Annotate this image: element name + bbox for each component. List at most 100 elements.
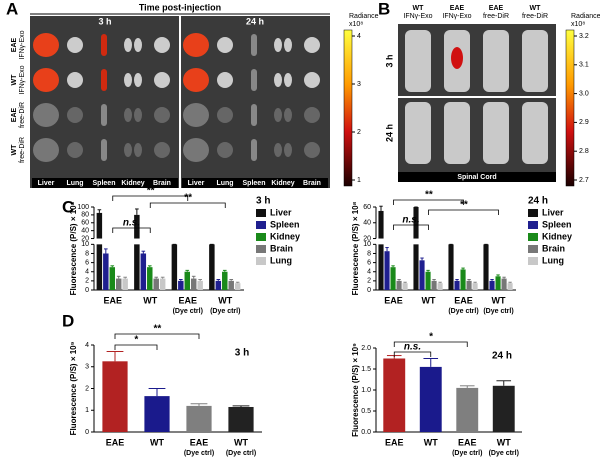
x-tick-label: WT — [424, 437, 438, 447]
organ — [124, 108, 132, 122]
y-tick-label: 0 — [85, 429, 89, 436]
significance-bracket — [149, 202, 226, 208]
x-tick-label: EAE — [454, 295, 473, 305]
x-tick-label: WT — [218, 295, 232, 305]
y-tick-label: 2 — [367, 278, 371, 285]
legend-swatch — [256, 245, 266, 253]
bar — [178, 280, 184, 290]
y-tick-label: 20 — [81, 235, 89, 242]
organ — [304, 72, 320, 88]
bar — [103, 253, 109, 290]
chart-title: 24 h — [528, 196, 548, 207]
colorbar-tick-label: 3 — [357, 81, 361, 88]
x-tick-sublabel: (Dye ctrl) — [483, 308, 513, 315]
bar — [215, 280, 222, 290]
organ — [33, 103, 59, 127]
bar — [383, 358, 406, 432]
column-label: WT — [530, 5, 542, 12]
organ — [251, 139, 257, 161]
x-tick-label: EAE — [103, 295, 122, 305]
y-tick-label: 60 — [81, 220, 89, 227]
organ — [183, 138, 209, 162]
significance-bracket — [393, 341, 468, 347]
column-label: WT — [413, 5, 425, 12]
spinal-cord — [483, 30, 509, 92]
spinal-cord — [405, 102, 431, 164]
bar — [209, 244, 215, 290]
y-tick-label: 40 — [81, 227, 89, 234]
significance-label: * — [429, 332, 434, 343]
y-tick-label: 1.0 — [361, 387, 371, 394]
organ — [33, 33, 59, 57]
x-tick-label: EAE — [384, 295, 403, 305]
y-tick-label: 20 — [363, 235, 371, 242]
colorbar-tick-label: 2.9 — [579, 119, 589, 126]
colorbar-label: Radiance — [349, 13, 379, 20]
organ — [183, 68, 209, 92]
x-tick-sublabel: (Dye ctrl) — [173, 308, 203, 315]
chart-title: 24 h — [492, 351, 512, 362]
bar — [419, 260, 425, 290]
row-label: WT — [11, 144, 18, 156]
legend-swatch — [528, 257, 538, 265]
row-label: free-DiR — [19, 137, 26, 163]
panel-label: C — [62, 197, 74, 216]
significance-label: ** — [146, 186, 155, 197]
row-label: 24 h — [384, 124, 394, 142]
x-tick-label: WT — [492, 295, 506, 305]
bar — [402, 283, 408, 290]
x-tick-label: EAE — [178, 295, 197, 305]
bar — [396, 280, 402, 290]
organ — [284, 38, 292, 52]
organ — [274, 38, 282, 52]
x-tick-sublabel: (Dye ctrl) — [210, 308, 240, 315]
x-tick-sublabel: (Dye ctrl) — [489, 450, 519, 457]
column-label: free-DiR — [522, 13, 548, 20]
y-tick-label: 10 — [363, 241, 371, 248]
label-strip — [398, 172, 556, 182]
legend-label: Kidney — [542, 231, 572, 241]
chart-title: 3 h — [235, 348, 249, 359]
bar — [102, 361, 128, 432]
panel-label: D — [62, 311, 74, 330]
bar — [222, 271, 228, 290]
bar — [425, 271, 431, 290]
bar — [147, 267, 153, 290]
organ — [134, 73, 142, 87]
bar — [460, 269, 466, 290]
significance-bracket — [393, 224, 429, 230]
bar — [184, 271, 191, 290]
x-tick-label: EAE — [458, 437, 477, 447]
significance-label: n.s. — [123, 218, 140, 229]
spinal-cord — [444, 102, 470, 164]
organ — [183, 33, 209, 57]
legend-label: Spleen — [542, 219, 572, 229]
row-label: EAE — [11, 107, 18, 122]
bar — [419, 366, 442, 432]
y-tick-label: 60 — [363, 204, 371, 211]
colorbar-tick-label: 2.7 — [579, 177, 589, 184]
organ — [67, 37, 83, 53]
legend-swatch — [256, 221, 266, 229]
legend-label: Brain — [270, 243, 293, 253]
organ — [101, 34, 107, 56]
organ — [274, 143, 282, 157]
x-tick-label: EAE — [190, 437, 209, 447]
bar — [489, 280, 495, 290]
tissue-label: Spinal Cord — [457, 174, 496, 181]
significance-label: ** — [425, 190, 434, 201]
organ-label: Kidney — [271, 180, 294, 187]
bar — [109, 267, 116, 290]
bar — [495, 276, 501, 290]
colorbar-unit: x10⁸ — [571, 21, 585, 28]
organ — [101, 139, 107, 161]
legend-label: Kidney — [270, 231, 300, 241]
y-tick-label: 0 — [367, 287, 371, 294]
y-tick-label: 100 — [77, 204, 89, 211]
bar — [96, 244, 103, 290]
y-axis-label: Fluorescence (P/S) × 10⁹ — [69, 341, 78, 435]
significance-bracket — [112, 227, 151, 233]
y-tick-label: 4 — [85, 342, 89, 349]
organ — [251, 34, 257, 56]
colorbar-tick-label: 2 — [357, 129, 361, 136]
